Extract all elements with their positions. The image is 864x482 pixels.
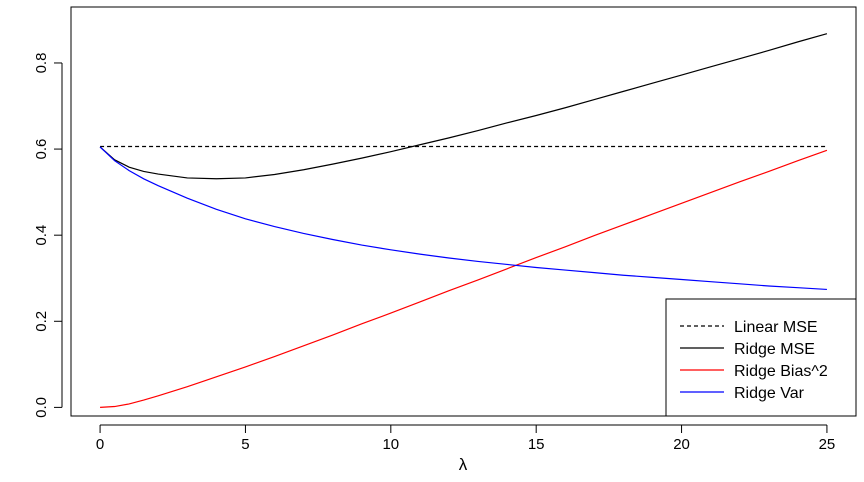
y-tick-label: 0.6 [33,139,50,160]
x-tick-label: 0 [96,436,104,453]
x-axis-title: λ [459,455,468,474]
y-tick-label: 0.2 [33,311,50,332]
series-line-ridge-bias-2 [100,149,828,408]
x-tick-label: 25 [819,436,836,453]
y-tick-label: 0.0 [33,397,50,418]
series-line-ridge-mse [99,33,828,180]
y-tick-label: 0.4 [33,225,50,246]
legend-box [665,298,857,417]
x-tick-label: 5 [241,436,249,453]
legend-label: Ridge Bias^2 [734,363,828,380]
y-axis: 0.0 0.2 0.4 0.6 0.8 [33,53,63,418]
series-layer [99,33,828,408]
x-tick-label: 10 [382,436,399,453]
legend-label: Ridge Var [734,385,805,402]
series-line-ridge-var [99,146,827,291]
x-tick-label: 20 [673,436,690,453]
x-tick-label: 15 [528,436,545,453]
plot-frame [70,6,857,417]
legend-label: Linear MSE [734,319,818,336]
y-tick-label: 0.8 [33,53,50,74]
legend-label: Ridge MSE [734,341,815,358]
legend: Linear MSE Ridge MSE Ridge Bias^2 Ridge Var [665,298,857,417]
x-axis: 0 5 10 15 20 25 [96,424,836,453]
